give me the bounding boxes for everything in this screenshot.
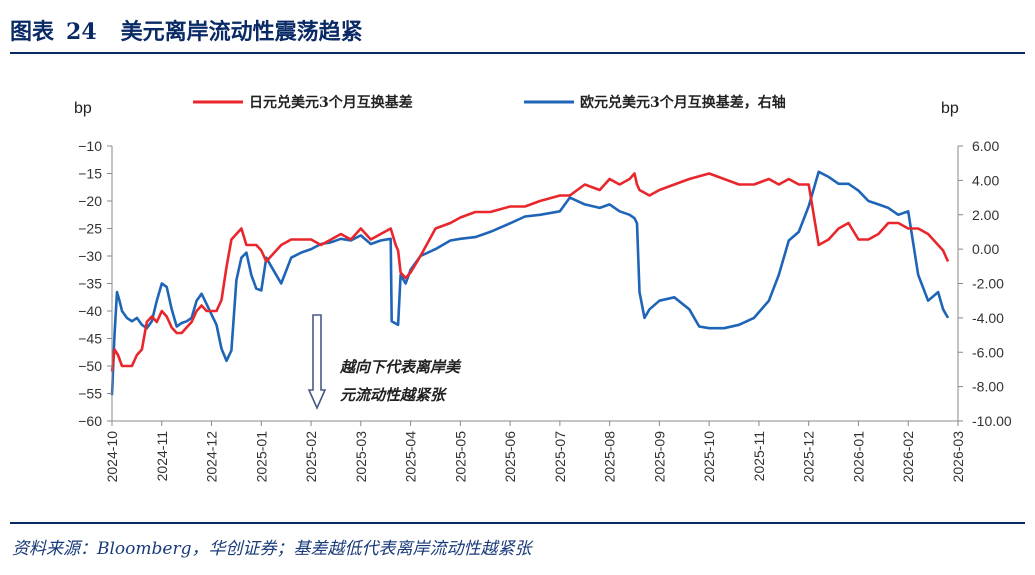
- right-tick-label: 6.00: [972, 138, 999, 154]
- right-tick-label: 2.00: [972, 207, 999, 223]
- left-tick-label: −25: [78, 221, 102, 237]
- x-tick-label: 2026-01: [850, 431, 866, 483]
- x-tick-label: 2024-10: [104, 431, 120, 483]
- source-note: 资料来源：Bloomberg，华创证券；基差越低代表离岸流动性越紧张: [12, 539, 532, 559]
- down-arrow-icon: [307, 314, 327, 410]
- figure-number: 24: [66, 19, 97, 45]
- x-tick-label: 2024-12: [204, 431, 220, 483]
- series-line-jpy: [110, 172, 950, 372]
- left-tick-label: −60: [78, 413, 102, 429]
- right-tick-label: 4.00: [972, 172, 999, 188]
- left-tick-label: −35: [78, 276, 102, 292]
- chart: −10 −15 −20 −25 −30 −35 −40 −45 −50 −55 −60 6.00 4.0…: [74, 94, 1012, 482]
- left-tick-label: −45: [78, 331, 102, 347]
- figure-title: 图表 24 美元离岸流动性震荡趋紧: [10, 14, 363, 46]
- x-tick-label: 2025-05: [452, 431, 468, 483]
- left-tick-label: −20: [78, 193, 102, 209]
- x-tick-label: 2026-02: [900, 431, 916, 483]
- title-divider: [10, 52, 1025, 54]
- right-tick-label: -8.00: [972, 379, 1004, 395]
- right-tick-label: -6.00: [972, 344, 1004, 360]
- legend-label-eur: 欧元兑美元3个月互换基差，右轴: [580, 94, 786, 111]
- x-tick-label: 2025-01: [253, 431, 269, 483]
- x-tick-label: 2025-04: [403, 431, 419, 483]
- right-tick-label: -2.00: [972, 276, 1004, 292]
- legend: 日元兑美元3个月互换基差 欧元兑美元3个月互换基差，右轴: [193, 94, 786, 111]
- left-tick-label: −50: [78, 358, 102, 374]
- right-tick-label: 0.00: [972, 241, 999, 257]
- series-line-eur: [110, 170, 950, 396]
- legend-label-jpy: 日元兑美元3个月互换基差: [249, 94, 413, 111]
- x-tick-label: 2025-11: [751, 431, 767, 482]
- figure-title-text: 美元离岸流动性震荡趋紧: [120, 19, 363, 45]
- x-tick-label: 2025-06: [502, 431, 518, 483]
- left-tick-label: −10: [78, 138, 102, 154]
- plot-area: [110, 170, 950, 396]
- right-tick-label: -4.00: [972, 310, 1004, 326]
- left-tick-label: −30: [78, 248, 102, 264]
- x-tick-label: 2026-03: [950, 431, 966, 483]
- axes: −10 −15 −20 −25 −30 −35 −40 −45 −50 −55 −60 6.00 4.0…: [74, 100, 1012, 482]
- x-tick-label: 2025-03: [353, 431, 369, 483]
- annotation-text: 越向下代表离岸美: [339, 358, 462, 376]
- x-tick-label: 2025-09: [651, 431, 667, 483]
- x-tick-label: 2025-08: [602, 431, 618, 483]
- x-tick-label: 2024-11: [154, 431, 170, 482]
- x-tick-label: 2025-12: [801, 431, 817, 483]
- footer-divider: [10, 522, 1025, 524]
- left-tick-label: −15: [78, 166, 102, 182]
- right-unit-label: bp: [941, 100, 959, 117]
- left-tick-label: −40: [78, 303, 102, 319]
- figure-label: 图表: [10, 19, 55, 45]
- x-tick-label: 2025-07: [552, 431, 568, 483]
- left-tick-label: −55: [78, 386, 102, 402]
- annotation-text: 元流动性越紧张: [340, 386, 448, 404]
- x-tick-label: 2025-10: [701, 431, 717, 483]
- x-tick-label: 2025-02: [303, 431, 319, 483]
- left-unit-label: bp: [74, 100, 92, 117]
- right-tick-label: -10.00: [972, 413, 1012, 429]
